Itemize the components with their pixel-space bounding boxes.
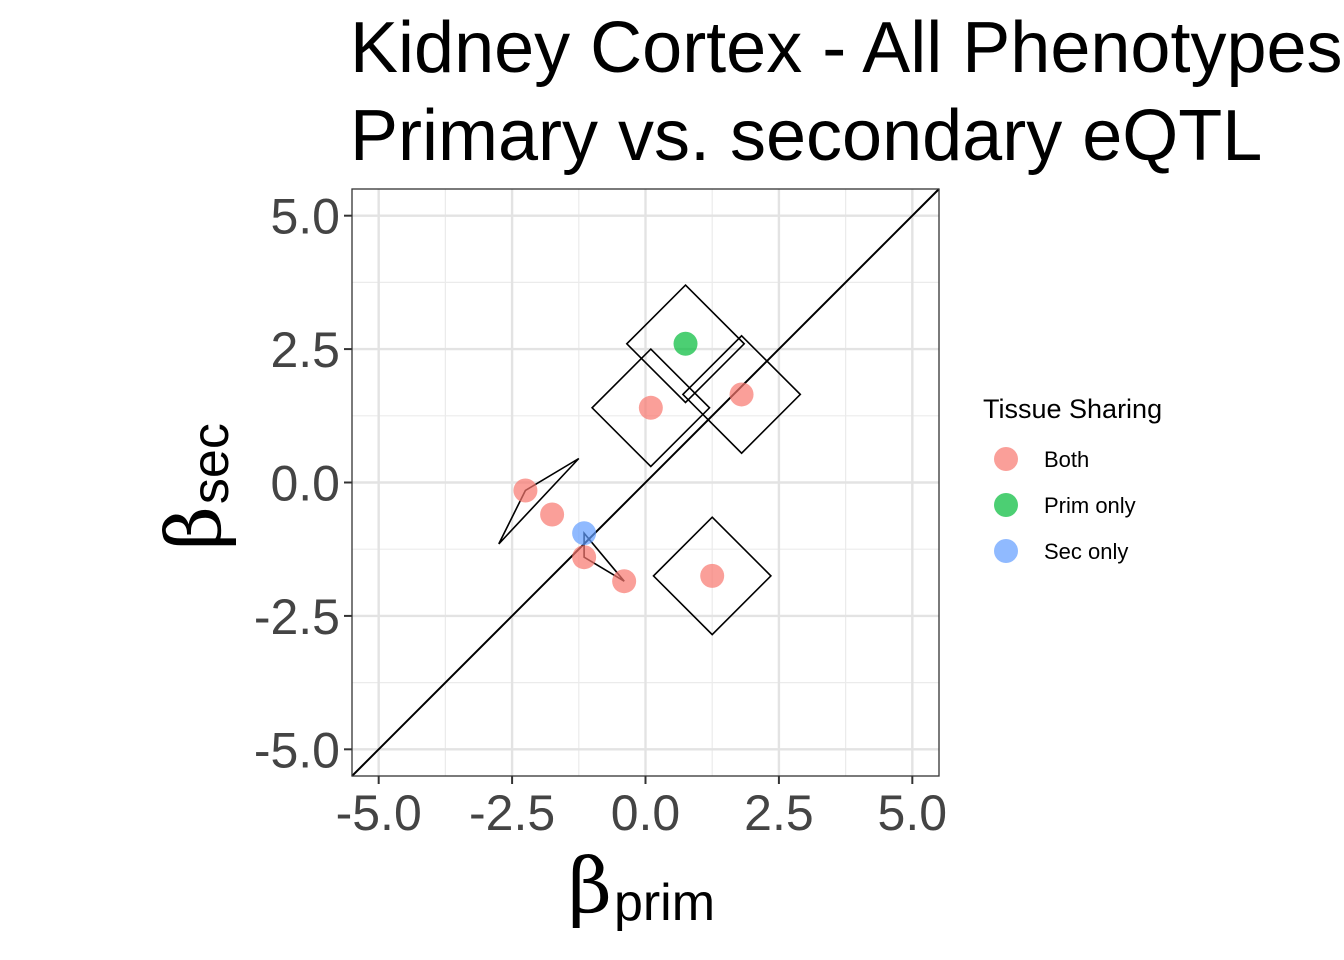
x-tick-label: 2.5 <box>744 785 814 841</box>
chart-title: Kidney Cortex - All Phenotypes <box>350 8 1343 88</box>
legend-key <box>994 447 1018 471</box>
y-tick-label: -5.0 <box>254 722 340 778</box>
y-tick-label: 0.0 <box>270 456 340 512</box>
outline-shape <box>652 516 773 636</box>
data-point <box>638 395 663 420</box>
y-tick-label: -2.5 <box>254 589 340 645</box>
data-point <box>612 569 637 594</box>
outline-shape <box>625 283 746 404</box>
data-point <box>540 502 565 527</box>
data-point <box>673 331 698 356</box>
x-tick-label: 5.0 <box>878 785 948 841</box>
chart-subtitle: Primary vs. secondary eQTL <box>350 96 1262 176</box>
legend-label: Both <box>1044 447 1089 472</box>
reference-line <box>351 188 940 777</box>
data-point <box>729 382 754 407</box>
outline-shape <box>498 457 580 545</box>
data-point <box>513 478 538 503</box>
data-point <box>572 521 597 546</box>
y-axis-symbol: β <box>149 506 238 550</box>
x-tick-label: -2.5 <box>469 785 555 841</box>
outline-shape <box>681 334 802 455</box>
legend-title: Tissue Sharing <box>983 394 1162 424</box>
x-axis-symbol: β <box>568 841 612 930</box>
x-tick-label: 0.0 <box>611 785 681 841</box>
legend-label: Prim only <box>1044 493 1136 518</box>
legend-label: Sec only <box>1044 539 1128 564</box>
axis-ticks: -5.0 -2.5 0.0 2.5 5.0 -5.0 -2.5 0.0 2.5 5.0 <box>254 189 947 841</box>
x-axis-label: βprim <box>568 841 715 932</box>
y-tick-label: 5.0 <box>270 189 340 245</box>
plot-panel <box>351 188 940 777</box>
x-tick-label: -5.0 <box>336 785 422 841</box>
legend-key <box>994 539 1018 563</box>
legend-key <box>994 493 1018 517</box>
data-point <box>572 545 597 570</box>
y-tick-label: 2.5 <box>270 322 340 378</box>
y-axis-label: βsec <box>149 423 240 550</box>
x-axis-subscript: prim <box>614 874 715 932</box>
legend: Tissue Sharing Both Prim only Sec only <box>983 394 1162 564</box>
data-point <box>700 563 725 588</box>
y-axis-subscript: sec <box>182 423 240 504</box>
